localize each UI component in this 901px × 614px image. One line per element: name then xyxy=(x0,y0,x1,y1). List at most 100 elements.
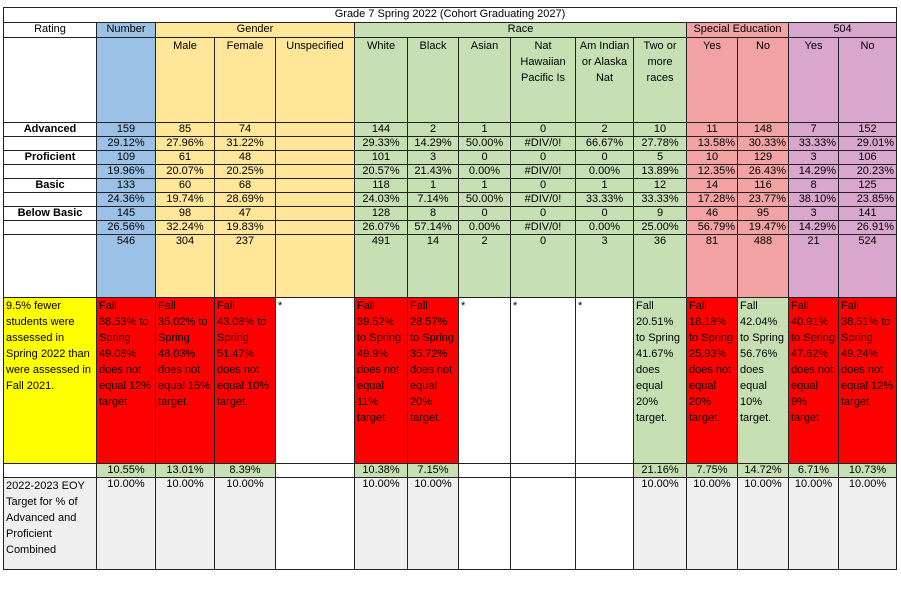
percent-cell: #DIV/0! xyxy=(510,192,576,207)
count-cell: 3 xyxy=(407,150,459,165)
table-title: Grade 7 Spring 2022 (Cohort Graduating 2… xyxy=(3,7,897,23)
percent-cell: 57.14% xyxy=(407,220,459,235)
504-header: 504 xyxy=(788,22,897,38)
table-row: Proficient 109 61 48 101 3 0 0 0 5 10 129 3 106 xyxy=(3,150,897,165)
percent-cell: 14.29% xyxy=(407,136,459,151)
count-cell: 141 xyxy=(838,206,897,221)
percent-cell: 0.00% xyxy=(458,220,511,235)
percent-cell: 31.22% xyxy=(214,136,276,151)
enrollment-note: 9.5% fewer students were assessed in Spr… xyxy=(3,297,97,464)
target-row: 2022-2023 EOY Target for % of Advanced a… xyxy=(3,477,897,570)
count-cell: 0 xyxy=(575,150,634,165)
count-cell: 101 xyxy=(354,150,408,165)
count-cell xyxy=(275,206,355,221)
percent-cell xyxy=(275,136,355,151)
count-cell xyxy=(275,178,355,193)
results-table: Grade 7 Spring 2022 (Cohort Graduating 2… xyxy=(3,7,897,570)
growth-cell: 7.15% xyxy=(407,463,459,478)
count-cell: 0 xyxy=(510,206,576,221)
percent-cell: 32.24% xyxy=(155,220,215,235)
blank-cell xyxy=(3,192,97,207)
target-note: Fall 38.53% to Spring 49.08% does not eq… xyxy=(96,297,156,464)
growth-cell: 10.73% xyxy=(838,463,897,478)
percent-cell: 14.29% xyxy=(788,164,839,179)
target-cell: 10.00% xyxy=(686,477,738,570)
target-cell xyxy=(275,477,355,570)
growth-cell: 13.01% xyxy=(155,463,215,478)
table-row: 29.12% 27.96% 31.22% 29.33% 14.29% 50.00% #DIV… xyxy=(3,136,897,151)
count-cell: 1 xyxy=(458,122,511,137)
total-cell: 524 xyxy=(838,234,897,298)
count-cell xyxy=(275,122,355,137)
table-row: Advanced 159 85 74 144 2 1 0 2 10 11 148 7 152 xyxy=(3,122,897,137)
target-note: Fall 43.08% to Spring 51.47% does not eq… xyxy=(214,297,276,464)
growth-row: 10.55% 13.01% 8.39% 10.38% 7.15% 21.16% 7.75% 1… xyxy=(3,463,897,478)
total-cell: 3 xyxy=(575,234,634,298)
percent-cell: 30.33% xyxy=(737,136,789,151)
count-cell: 48 xyxy=(214,150,276,165)
growth-cell xyxy=(275,463,355,478)
gender-header: Gender xyxy=(155,22,355,38)
percent-cell xyxy=(275,220,355,235)
target-note: * xyxy=(510,297,576,464)
subheader-am-indian: Am Indian or Alaska Nat xyxy=(575,37,634,123)
count-cell: 125 xyxy=(838,178,897,193)
rating-label: Advanced xyxy=(3,122,97,137)
total-cell: 2 xyxy=(458,234,511,298)
percent-cell: 29.33% xyxy=(354,136,408,151)
target-cell: 10.00% xyxy=(788,477,839,570)
percent-cell: 50.00% xyxy=(458,136,511,151)
table-row: 19.96% 20.07% 20.25% 20.57% 21.43% 0.00% #DIV/… xyxy=(3,164,897,179)
target-cell: 10.00% xyxy=(633,477,687,570)
percent-cell: 23.77% xyxy=(737,192,789,207)
count-cell: 1 xyxy=(407,178,459,193)
target-note: * xyxy=(458,297,511,464)
count-cell: 0 xyxy=(510,122,576,137)
count-cell: 0 xyxy=(510,150,576,165)
percent-cell: 20.07% xyxy=(155,164,215,179)
target-cell: 10.00% xyxy=(838,477,897,570)
subheader-504-no: No xyxy=(838,37,897,123)
count-cell: 129 xyxy=(737,150,789,165)
percent-cell: 27.78% xyxy=(633,136,687,151)
total-cell: 491 xyxy=(354,234,408,298)
target-cell: 10.00% xyxy=(737,477,789,570)
growth-cell: 14.72% xyxy=(737,463,789,478)
percent-cell: #DIV/0! xyxy=(510,164,576,179)
blank-cell xyxy=(3,234,97,298)
count-cell: 46 xyxy=(686,206,738,221)
percent-cell: 14.29% xyxy=(788,220,839,235)
percent-cell: 56.79% xyxy=(686,220,738,235)
subheader-white: White xyxy=(354,37,408,123)
count-cell: 148 xyxy=(737,122,789,137)
percent-cell: 0.00% xyxy=(458,164,511,179)
growth-cell: 21.16% xyxy=(633,463,687,478)
total-cell: 21 xyxy=(788,234,839,298)
subheader-two-or-more: Two or more races xyxy=(633,37,687,123)
count-cell: 0 xyxy=(575,206,634,221)
total-cell: 0 xyxy=(510,234,576,298)
target-note: * xyxy=(275,297,355,464)
count-cell: 14 xyxy=(686,178,738,193)
percent-cell: #DIV/0! xyxy=(510,136,576,151)
blank-cell xyxy=(3,220,97,235)
count-cell: 95 xyxy=(737,206,789,221)
count-cell: 60 xyxy=(155,178,215,193)
count-cell: 1 xyxy=(575,178,634,193)
count-cell: 0 xyxy=(458,206,511,221)
count-cell: 106 xyxy=(838,150,897,165)
target-note: Fall 20.51% to Spring 41.67% does equal … xyxy=(633,297,687,464)
count-cell: 7 xyxy=(788,122,839,137)
percent-cell: 0.00% xyxy=(575,164,634,179)
count-cell: 98 xyxy=(155,206,215,221)
blank-cell xyxy=(3,136,97,151)
target-note: * xyxy=(575,297,634,464)
total-cell: 81 xyxy=(686,234,738,298)
count-cell: 3 xyxy=(788,206,839,221)
target-note: Fall 38.51% to Spring 49.24% does not eq… xyxy=(838,297,897,464)
count-cell: 2 xyxy=(575,122,634,137)
count-cell: 68 xyxy=(214,178,276,193)
percent-cell: 38.10% xyxy=(788,192,839,207)
target-note: Fall 28.57% to Spring 35.72% does not eq… xyxy=(407,297,459,464)
rating-label: Proficient xyxy=(3,150,97,165)
